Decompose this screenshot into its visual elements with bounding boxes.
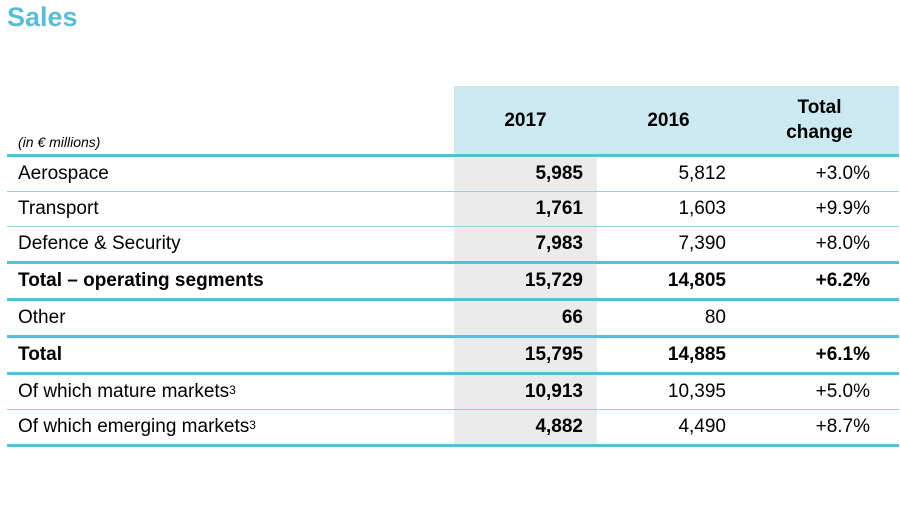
row-value-2017: 1,761	[535, 198, 583, 219]
section-rule	[7, 372, 899, 375]
header-total-change-line1: Total	[797, 97, 842, 118]
row-divider	[7, 226, 899, 227]
header-band	[454, 86, 899, 154]
row-label: Transport	[18, 198, 99, 219]
table-row: Aerospace 5,985 5,812 +3.0%	[7, 157, 899, 191]
row-value-2016: 80	[704, 307, 726, 328]
header-rule	[7, 154, 899, 157]
row-divider	[7, 191, 899, 192]
table-header: (in € millions) 2017 2016 Total change	[7, 86, 899, 154]
table-row: Of which mature markets 3 10,913 10,395 +…	[7, 375, 899, 409]
row-change: +5.0%	[815, 381, 870, 402]
row-label: Of which emerging markets 3	[18, 416, 256, 437]
header-2017: 2017	[504, 109, 547, 131]
row-change: +8.0%	[815, 233, 870, 254]
row-change	[740, 301, 870, 335]
row-value-2016: 14,885	[667, 344, 726, 365]
row-value-2017: 15,729	[524, 270, 583, 291]
row-label: Other	[18, 307, 66, 328]
row-label: Aerospace	[18, 163, 109, 184]
table-bottom-rule	[7, 444, 899, 447]
row-value-2017: 5,985	[535, 163, 583, 184]
row-label: Total – operating segments	[18, 270, 264, 291]
row-value-2016: 4,490	[678, 416, 726, 437]
row-value-2016: 7,390	[678, 233, 726, 254]
row-value-2016: 1,603	[678, 198, 726, 219]
table-row: Other 66 80	[7, 301, 899, 335]
row-value-2016: 5,812	[678, 163, 726, 184]
table-row: Defence & Security 7,983 7,390 +8.0%	[7, 227, 899, 261]
row-value-2017: 4,882	[535, 416, 583, 437]
table-row: Of which emerging markets 3 4,882 4,490 +…	[7, 410, 899, 444]
row-label: Defence & Security	[18, 233, 181, 254]
row-change: +9.9%	[815, 198, 870, 219]
sales-table: (in € millions) 2017 2016 Total change Ae…	[7, 86, 899, 447]
table-row-total: Total 15,795 14,885 +6.1%	[7, 338, 899, 372]
row-label: Of which mature markets 3	[18, 381, 236, 402]
row-value-2016: 14,805	[667, 270, 726, 291]
row-value-2017: 66	[561, 307, 583, 328]
unit-note: (in € millions)	[18, 134, 101, 150]
row-change: +6.1%	[815, 344, 870, 365]
header-total-change: Total change	[740, 86, 899, 154]
table-row-subtotal: Total – operating segments 15,729 14,805…	[7, 264, 899, 298]
section-rule	[7, 298, 899, 301]
section-rule	[7, 335, 899, 338]
row-label: Total	[18, 344, 62, 365]
row-value-2017: 7,983	[535, 233, 583, 254]
row-value-2017: 10,913	[524, 381, 583, 402]
header-total-change-line2: change	[786, 122, 853, 143]
row-change: +8.7%	[815, 416, 870, 437]
row-divider	[7, 409, 899, 410]
page-title: Sales	[7, 2, 78, 32]
row-value-2016: 10,395	[667, 381, 726, 402]
row-change: +3.0%	[815, 163, 870, 184]
section-rule	[7, 261, 899, 264]
row-value-2017: 15,795	[524, 344, 583, 365]
row-change: +6.2%	[815, 270, 870, 291]
header-2016: 2016	[647, 109, 690, 131]
table-row: Transport 1,761 1,603 +9.9%	[7, 192, 899, 226]
